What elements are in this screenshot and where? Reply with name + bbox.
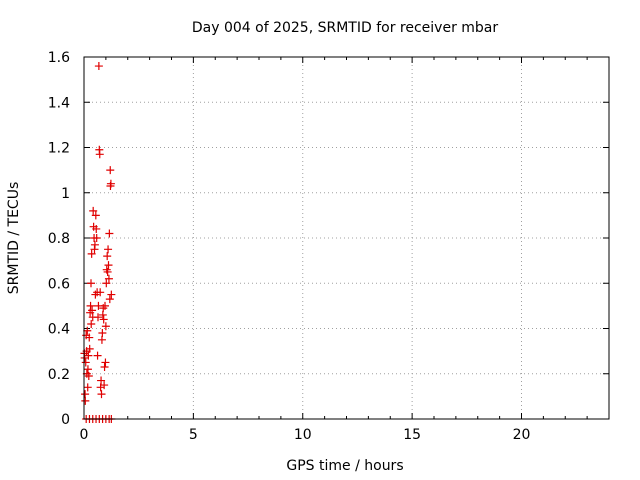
- y-tick-label: 1.2: [48, 141, 70, 157]
- data-point: [104, 261, 113, 270]
- data-point: [98, 310, 107, 319]
- data-point: [81, 358, 90, 367]
- data-point: [83, 383, 92, 392]
- data-point: [84, 372, 93, 381]
- data-point: [104, 245, 113, 254]
- data-point: [105, 229, 114, 238]
- data-point: [87, 319, 96, 328]
- data-point: [85, 344, 94, 353]
- data-point: [99, 315, 108, 324]
- data-point: [102, 279, 111, 288]
- data-point: [101, 322, 110, 331]
- y-tick-label: 1.4: [48, 95, 70, 111]
- x-tick-label: 20: [513, 427, 531, 443]
- x-tick-label: 0: [80, 427, 89, 443]
- tick-labels: 0 5 10 15 20 0 0.2 0.4 0.6 0.8 1 1.2 1.4 1.6: [48, 50, 531, 443]
- y-tick-label: 0.4: [48, 322, 70, 338]
- data-point: [94, 313, 102, 322]
- data-point: [92, 224, 101, 233]
- data-point: [107, 290, 116, 299]
- x-tick-label: 5: [189, 427, 198, 443]
- data-point: [81, 396, 90, 405]
- chart-title: Day 004 of 2025, SRMTID for receiver mba…: [192, 20, 499, 36]
- data-point: [103, 267, 112, 276]
- data-point: [100, 362, 109, 371]
- data-point: [87, 279, 95, 288]
- grid: [84, 57, 609, 419]
- y-tick-label: 1: [61, 186, 70, 202]
- x-tick-label: 10: [294, 427, 312, 443]
- data-point: [96, 288, 105, 297]
- data-point: [93, 351, 102, 360]
- y-tick-label: 0.8: [48, 231, 70, 247]
- data-point: [85, 333, 94, 342]
- x-tick-label: 15: [403, 427, 421, 443]
- y-tick-label: 1.6: [48, 50, 70, 66]
- data-point: [95, 150, 104, 159]
- y-axis-title: SRMTID / TECUs: [6, 182, 22, 295]
- data-point: [89, 206, 98, 215]
- data-point: [81, 390, 90, 399]
- axis-ticks: [83, 56, 609, 420]
- data-point: [106, 166, 115, 175]
- data-point: [94, 62, 103, 71]
- data-point: [103, 252, 112, 261]
- data-point: [91, 211, 100, 220]
- data-point: [97, 335, 106, 344]
- data-points: [80, 62, 116, 423]
- x-axis-title: GPS time / hours: [286, 458, 403, 474]
- data-point: [86, 301, 95, 310]
- data-point: [100, 381, 109, 390]
- data-point: [98, 329, 107, 338]
- data-point: [106, 179, 115, 188]
- y-tick-label: 0.6: [48, 276, 70, 292]
- data-point: [88, 306, 97, 315]
- data-point: [104, 274, 113, 283]
- data-point: [101, 358, 110, 367]
- data-point: [83, 365, 92, 374]
- data-point: [97, 390, 106, 399]
- data-point: [97, 376, 106, 385]
- data-point: [83, 326, 92, 335]
- y-tick-label: 0.2: [48, 367, 70, 383]
- data-point: [92, 234, 101, 242]
- data-point: [105, 295, 114, 304]
- data-point: [90, 240, 99, 249]
- data-point: [84, 351, 93, 360]
- data-point: [87, 249, 96, 258]
- data-point: [101, 301, 109, 310]
- y-tick-label: 0: [61, 412, 70, 428]
- plot-frame: [83, 56, 610, 420]
